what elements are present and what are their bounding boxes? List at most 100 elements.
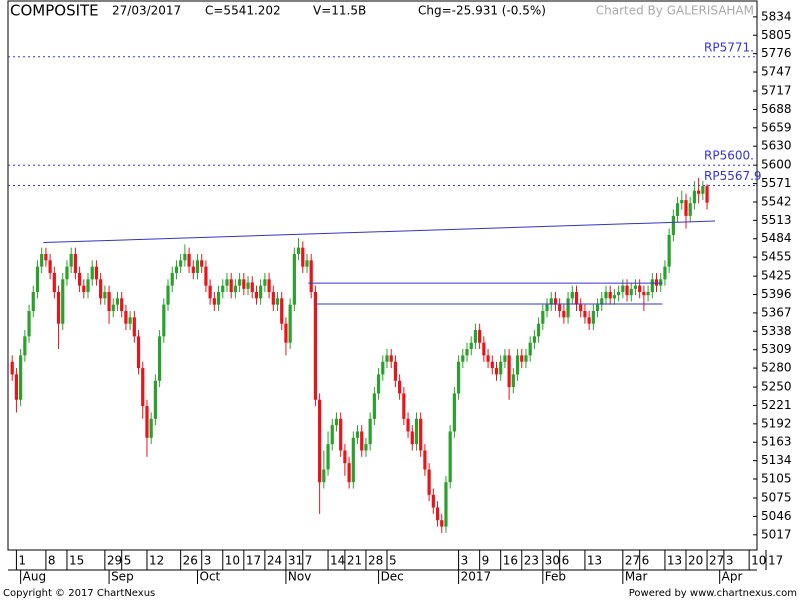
y-tick-label: 5571	[761, 176, 792, 190]
candle-body	[44, 253, 48, 261]
candle-body	[545, 304, 549, 312]
candle-body	[692, 190, 697, 204]
candle-body	[448, 431, 452, 483]
date: 27/03/2017	[112, 4, 181, 18]
candle-body	[393, 361, 398, 381]
candle-body	[499, 361, 503, 375]
candle-body	[490, 361, 494, 369]
candle-body	[385, 355, 389, 362]
candle-body	[520, 355, 524, 362]
x-tick-label: 3	[461, 554, 469, 568]
x-tick-label: 5	[389, 554, 397, 568]
candle-body	[675, 203, 680, 216]
candle-body	[254, 291, 259, 299]
y-tick-label: 5834	[761, 9, 792, 23]
candle-body	[503, 355, 507, 362]
candle-body	[562, 311, 566, 318]
copyright: Copyright © 2017 ChartNexus	[3, 588, 155, 599]
y-tick-label: 5513	[761, 213, 792, 227]
y-tick-label: 5600	[761, 158, 792, 172]
candle-body	[275, 298, 280, 305]
candle-body	[511, 374, 515, 388]
x-tick-label: 12	[149, 554, 164, 568]
candle-body	[31, 291, 35, 312]
candle-body	[532, 336, 536, 343]
candle-body	[402, 393, 406, 419]
x-tick-label: 3	[726, 554, 734, 568]
x-tick-label: 30	[545, 554, 560, 568]
y-tick-label: 5192	[761, 416, 792, 430]
candle-body	[701, 186, 705, 194]
candle-body	[90, 266, 94, 280]
volume: V=11.5B	[313, 4, 366, 18]
candle-body	[107, 291, 111, 312]
candle-body	[431, 494, 435, 508]
month-label: Aug	[23, 570, 46, 584]
candle-body	[187, 253, 191, 267]
x-tick-label: 21	[347, 554, 362, 568]
candle-body	[208, 285, 212, 299]
reference-label: RP5567.9	[704, 169, 762, 183]
credit: Charted By GALERISAHAM	[596, 4, 754, 18]
candle-body	[27, 311, 31, 337]
candle-body	[680, 200, 684, 204]
y-tick-label: 5309	[761, 342, 792, 356]
y-tick-label: 5542	[761, 194, 792, 208]
month-label: Oct	[200, 570, 221, 584]
candle-body	[212, 298, 216, 305]
candle-body	[351, 437, 355, 483]
y-tick-label: 5105	[761, 472, 792, 486]
month-label: Nov	[288, 570, 311, 584]
candle-body	[376, 374, 381, 394]
candle-body	[250, 282, 254, 292]
x-tick-label: 26	[183, 554, 198, 568]
y-tick-label: 5425	[761, 269, 792, 283]
x-tick-label: 8	[48, 554, 56, 568]
month-label: 2017	[461, 570, 492, 584]
candle-body	[191, 266, 195, 273]
x-tick-label: 7	[305, 554, 313, 568]
x-tick-label: 27	[709, 554, 724, 568]
candle-body	[629, 288, 633, 296]
y-tick-label: 5659	[761, 120, 792, 134]
candle-body	[14, 374, 19, 400]
candle-body	[465, 349, 469, 356]
candle-body	[372, 393, 376, 419]
candle-body	[469, 342, 473, 350]
candle-body	[343, 450, 347, 464]
reference-label: RP5771.	[704, 40, 754, 54]
y-tick-label: 5688	[761, 102, 792, 116]
candle-body	[82, 285, 86, 292]
y-tick-label: 5338	[761, 324, 792, 338]
candle-body	[233, 285, 237, 292]
x-tick-label: 17	[246, 554, 261, 568]
candle-body	[414, 418, 419, 445]
y-tick-label: 5484	[761, 231, 792, 245]
x-tick-label: 10	[225, 554, 240, 568]
y-tick-label: 5280	[761, 361, 792, 375]
candle-body	[35, 266, 40, 292]
y-tick-label: 5017	[761, 527, 792, 541]
candle-body	[684, 200, 688, 216]
candle-body	[73, 253, 77, 273]
x-tick-label: 27	[625, 554, 640, 568]
candle-body	[94, 266, 99, 280]
x-tick-label: 5	[124, 554, 132, 568]
candle-body	[638, 285, 642, 292]
candle-body	[642, 291, 646, 296]
trend-line	[43, 220, 716, 244]
y-tick-label: 5717	[761, 84, 792, 98]
candle-body	[149, 418, 153, 438]
candle-body	[347, 463, 351, 483]
candle-body	[326, 444, 330, 470]
y-tick-label: 5046	[761, 509, 792, 523]
candle-body	[625, 285, 629, 296]
x-tick-label: 6	[642, 554, 650, 568]
candle-body	[604, 291, 608, 299]
candle-body	[318, 399, 322, 483]
candle-body	[284, 323, 288, 343]
x-tick-label: 13	[667, 554, 682, 568]
candle-body	[633, 285, 638, 289]
candle-body	[309, 260, 313, 292]
candle-body	[216, 291, 221, 305]
